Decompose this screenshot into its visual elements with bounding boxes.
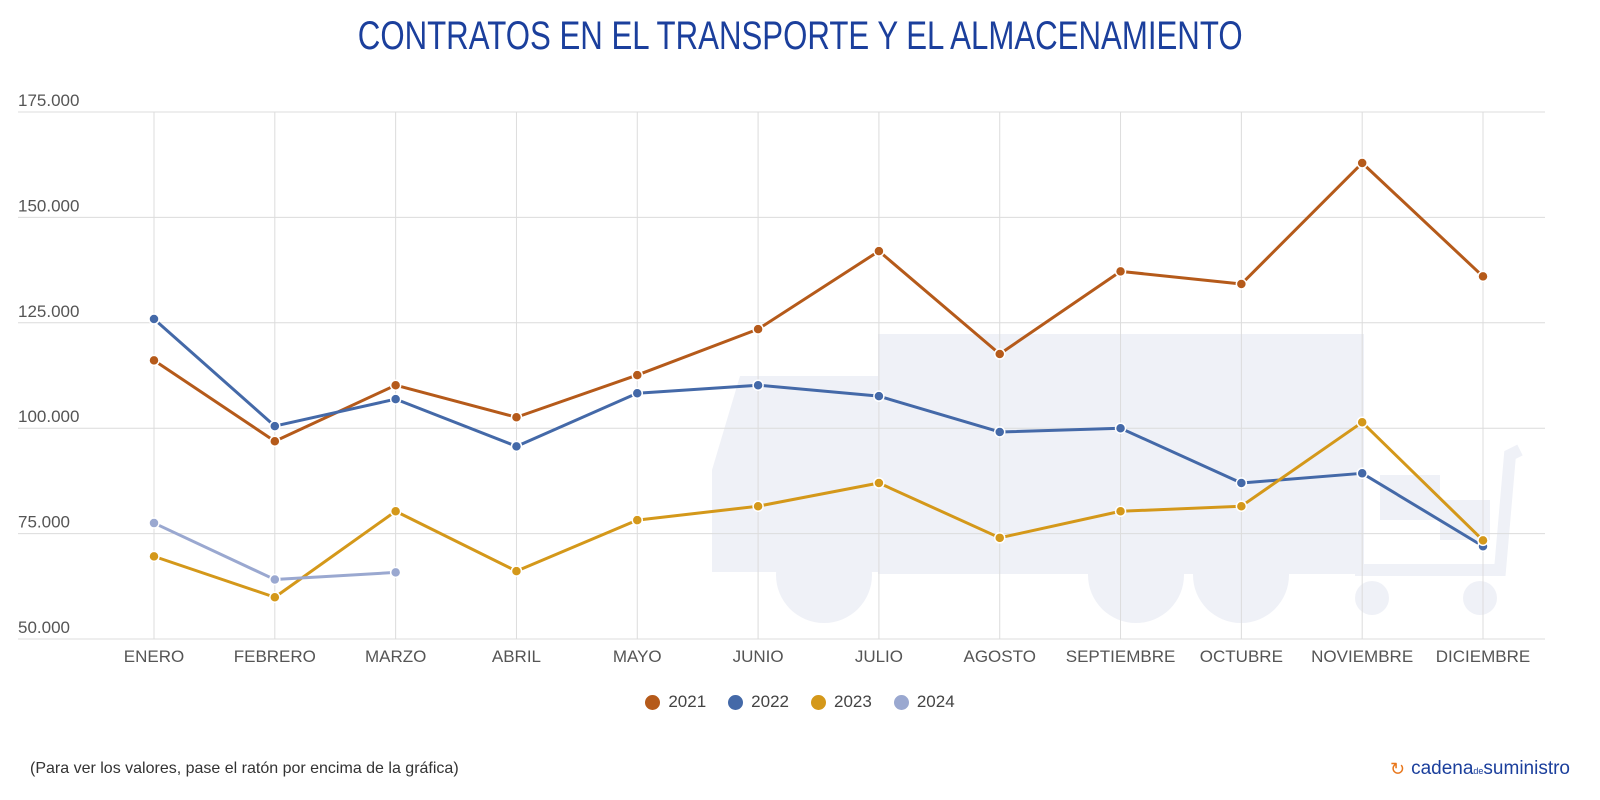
x-tick-label: DICIEMBRE	[1436, 647, 1530, 666]
y-tick-label: 175.000	[18, 91, 79, 110]
legend-label: 2023	[834, 692, 872, 711]
y-tick-label: 150.000	[18, 196, 79, 215]
data-point-2023[interactable]	[752, 500, 764, 512]
data-point-2024[interactable]	[389, 566, 402, 579]
data-point-2022[interactable]	[269, 420, 281, 432]
x-tick-label: FEBRERO	[234, 647, 316, 666]
data-point-2021[interactable]	[1356, 157, 1368, 169]
data-point-2022[interactable]	[148, 313, 160, 325]
x-tick-label: ABRIL	[492, 647, 541, 666]
data-point-2023[interactable]	[1114, 505, 1127, 518]
hover-note: (Para ver los valores, pase el ratón por…	[30, 760, 459, 777]
logo-icon: ↻	[1389, 758, 1406, 779]
data-point-2023[interactable]	[873, 477, 885, 489]
data-point-2021[interactable]	[1235, 278, 1248, 290]
data-point-2021[interactable]	[389, 379, 402, 391]
data-point-2023[interactable]	[389, 505, 402, 518]
legend-swatch	[645, 694, 661, 710]
legend-swatch	[893, 694, 909, 710]
logo-text-1: cadena	[1411, 758, 1474, 779]
data-point-2023[interactable]	[1356, 416, 1368, 429]
truck-icon	[712, 334, 1523, 623]
data-point-2022[interactable]	[1356, 467, 1368, 480]
legend-item-2022[interactable]: 2022	[728, 692, 789, 712]
logo-text-3: suministro	[1483, 758, 1570, 779]
x-tick-label: NOVIEMBRE	[1311, 647, 1413, 666]
legend-swatch	[811, 694, 826, 710]
x-tick-label: MARZO	[365, 647, 426, 666]
series-line-2021	[153, 161, 1485, 443]
legend-label: 2024	[916, 692, 955, 711]
data-point-2024[interactable]	[269, 573, 281, 586]
x-tick-label: MAYO	[613, 647, 662, 666]
data-point-2023[interactable]	[1477, 534, 1489, 547]
data-point-2022[interactable]	[873, 390, 885, 402]
x-tick-label: SEPTIEMBRE	[1066, 647, 1176, 666]
data-point-2023[interactable]	[631, 514, 644, 526]
series-line-2023	[153, 420, 1485, 599]
x-tick-label: ENERO	[124, 647, 184, 666]
legend-label: 2022	[751, 692, 789, 711]
data-point-2023[interactable]	[993, 532, 1006, 544]
legend-swatch	[728, 694, 744, 710]
data-point-2022[interactable]	[752, 379, 764, 391]
data-point-2023[interactable]	[510, 565, 523, 577]
data-point-2022[interactable]	[1114, 422, 1127, 434]
data-point-2021[interactable]	[993, 348, 1006, 360]
data-point-2023[interactable]	[1235, 500, 1248, 512]
y-tick-label: 50.000	[18, 618, 70, 637]
data-point-2021[interactable]	[1477, 270, 1489, 283]
data-point-2022[interactable]	[993, 426, 1006, 438]
logo-text-2: de	[1473, 766, 1484, 776]
data-point-2021[interactable]	[1114, 265, 1127, 278]
data-point-2021[interactable]	[873, 245, 885, 257]
x-tick-label: JULIO	[855, 647, 903, 666]
data-point-2021[interactable]	[510, 411, 523, 423]
data-point-2022[interactable]	[510, 440, 523, 453]
legend-item-2024[interactable]: 2024	[893, 692, 955, 712]
data-point-2022[interactable]	[1235, 477, 1248, 489]
y-tick-label: 125.000	[18, 302, 79, 321]
legend-item-2021[interactable]: 2021	[645, 692, 706, 712]
chart-title: CONTRATOS EN EL TRANSPORTE Y EL ALMACENA…	[0, 14, 1600, 59]
data-point-2024[interactable]	[148, 517, 160, 529]
data-point-2021[interactable]	[752, 323, 764, 335]
data-point-2022[interactable]	[631, 387, 644, 399]
data-point-2021[interactable]	[269, 435, 281, 448]
y-tick-label: 75.000	[18, 513, 70, 532]
legend-item-2023[interactable]: 2023	[811, 692, 872, 712]
series-line-2022	[153, 317, 1484, 548]
line-chart: 50.000 75.000 100.000 125.000 150.000 175.000…	[18, 91, 1545, 666]
logo: ↻ cadenadesuministro	[1390, 758, 1570, 780]
data-point-2023[interactable]	[269, 591, 281, 604]
x-tick-label: JUNIO	[733, 647, 784, 666]
data-point-2022[interactable]	[389, 393, 402, 405]
data-point-2021[interactable]	[631, 369, 644, 381]
legend-label: 2021	[668, 692, 707, 711]
y-tick-label: 100.000	[18, 407, 79, 426]
x-tick-label: OCTUBRE	[1200, 647, 1283, 666]
x-tick-label: AGOSTO	[964, 647, 1036, 666]
legend: 2021 2022 2023 2024	[0, 692, 1600, 712]
chart-title-text: CONTRATOS EN EL TRANSPORTE Y EL ALMACENA…	[357, 14, 1243, 58]
data-point-2023[interactable]	[148, 550, 160, 563]
data-point-2021[interactable]	[148, 354, 160, 367]
